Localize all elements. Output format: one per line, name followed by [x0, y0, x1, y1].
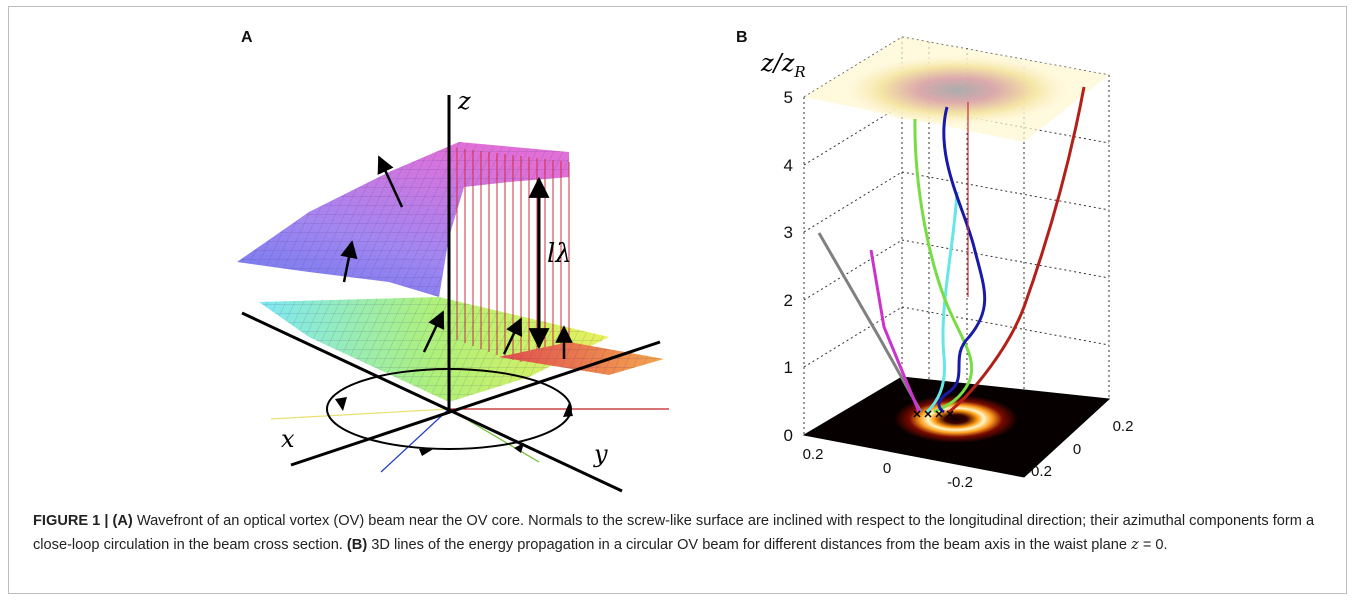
intensity-ring	[894, 395, 1018, 443]
trajectory-magenta	[869, 249, 921, 413]
top-intensity-plane	[847, 56, 1067, 124]
trajectory-green	[913, 118, 974, 414]
trajectory-red	[948, 86, 1086, 414]
figure-frame: z x y lλ	[8, 6, 1347, 594]
z-tick-1: 1	[784, 358, 793, 377]
step-height-label: lλ	[547, 239, 572, 269]
figure-caption: FIGURE 1 | (A) Wavefront of an optical v…	[33, 509, 1343, 557]
x-tick-1: 0	[883, 460, 891, 477]
normal-arrows	[340, 155, 573, 359]
trajectory-blue	[937, 106, 987, 414]
z-tick-5: 5	[784, 88, 793, 107]
z-tick-0: 0	[784, 426, 793, 445]
trajectory-gray	[817, 232, 923, 413]
caption-title: FIGURE 1 |	[33, 513, 109, 529]
panel-a-drawing: z x y lλ	[237, 87, 669, 493]
axis-z-label: z	[457, 87, 471, 115]
z-tick-labels: 0 1 2 3 4 5	[784, 88, 793, 445]
x-axis-line	[241, 311, 623, 493]
trajectory-cyan	[925, 191, 959, 414]
x-tick-0: 0.2	[803, 446, 824, 463]
caption-part-a-tag: (A)	[112, 513, 133, 529]
panel-b-drawing: z/zR 0 1 2 3 4 5 0.2 0 -0.2 0.2 0 -0.2	[760, 36, 1133, 491]
z-tick-4: 4	[784, 156, 793, 175]
figure-artwork: z x y lλ	[237, 36, 1133, 493]
axis-x-label: x	[281, 425, 295, 453]
caption-equation-var: z	[1131, 536, 1139, 553]
x-tick-2: -0.2	[947, 474, 973, 491]
axis-y-label: y	[593, 440, 608, 468]
y-tick-labels: 0.2 0 -0.2	[1026, 418, 1133, 480]
caption-part-b-text: 3D lines of the energy propagation in a …	[367, 537, 1132, 553]
z-tick-2: 2	[784, 291, 793, 310]
y-axis-line	[290, 340, 661, 467]
caption-part-b-tag: (B)	[346, 537, 368, 553]
z-axis-label: z/zR	[760, 49, 806, 81]
caption-equation-rest: = 0.	[1138, 537, 1168, 553]
panel-a-label: A	[241, 29, 253, 46]
y-tick-2: -0.2	[1026, 463, 1052, 480]
y-tick-1: 0	[1073, 441, 1081, 458]
panel-b-label: B	[736, 29, 748, 46]
z-tick-3: 3	[784, 223, 793, 242]
y-tick-0: 0.2	[1113, 418, 1134, 435]
energy-trajectories	[817, 86, 1086, 414]
x-tick-labels: 0.2 0 -0.2	[803, 446, 973, 491]
caption-part-a-text: Wavefront of an optical vortex (OV) beam…	[33, 513, 1315, 553]
